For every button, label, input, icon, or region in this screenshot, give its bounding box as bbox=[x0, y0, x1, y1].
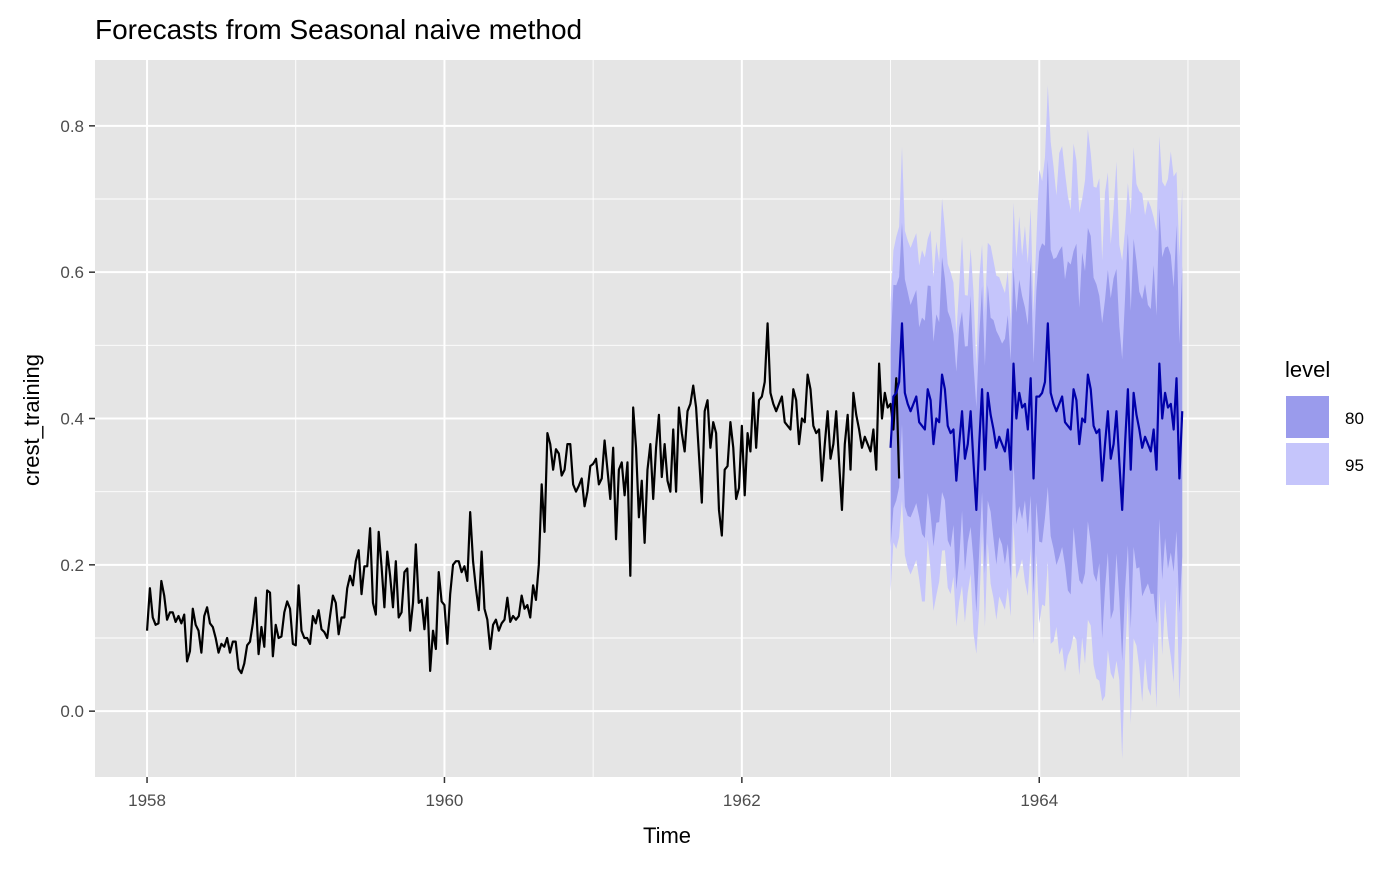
chart-title: Forecasts from Seasonal naive method bbox=[95, 14, 582, 45]
legend-title: level bbox=[1285, 357, 1330, 382]
x-tick-label: 1958 bbox=[128, 791, 166, 810]
x-axis-title: Time bbox=[643, 823, 691, 848]
y-axis-title: crest_training bbox=[19, 354, 44, 486]
series-lines bbox=[145, 322, 1184, 675]
legend-key-80 bbox=[1286, 396, 1329, 438]
x-tick-label: 1964 bbox=[1020, 791, 1058, 810]
x-tick-label: 1962 bbox=[723, 791, 761, 810]
y-tick-label: 0.8 bbox=[60, 117, 84, 136]
legend: level 80 95 bbox=[1285, 357, 1364, 485]
forecast-line bbox=[889, 322, 1184, 512]
legend-label-80: 80 bbox=[1345, 409, 1364, 428]
legend-key-95 bbox=[1286, 443, 1329, 485]
major-grid bbox=[95, 60, 1240, 777]
y-tick-label: 0.6 bbox=[60, 263, 84, 282]
y-tick-label: 0.2 bbox=[60, 556, 84, 575]
axes: 1958 1960 1962 1964 0.0 0.2 0.4 0.6 0.8 bbox=[60, 117, 1058, 810]
legend-label-95: 95 bbox=[1345, 456, 1364, 475]
y-tick-label: 0.4 bbox=[60, 410, 84, 429]
x-tick-label: 1960 bbox=[426, 791, 464, 810]
y-tick-label: 0.0 bbox=[60, 702, 84, 721]
history-line bbox=[145, 322, 901, 675]
